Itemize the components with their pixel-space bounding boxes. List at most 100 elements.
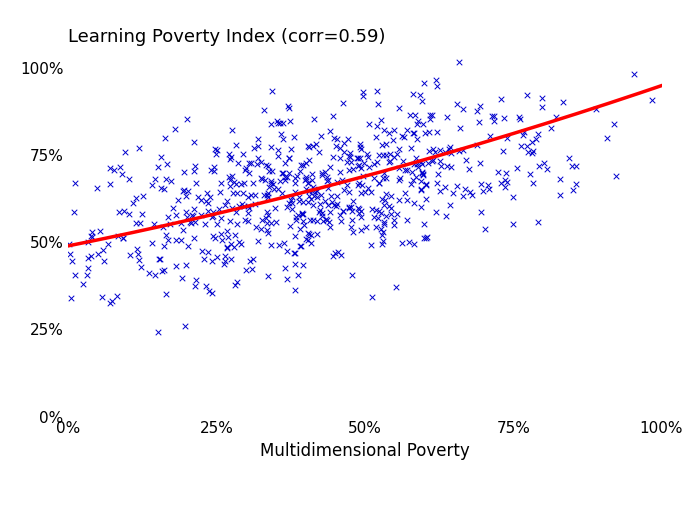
Point xyxy=(155,153,166,161)
Point xyxy=(229,280,240,289)
Point xyxy=(306,176,317,184)
Point xyxy=(412,120,423,128)
Point xyxy=(188,167,199,175)
Point xyxy=(528,147,539,155)
Point xyxy=(303,229,314,237)
Point xyxy=(411,173,422,181)
Point xyxy=(244,257,255,265)
Point xyxy=(266,241,277,249)
Point xyxy=(224,175,235,183)
Point xyxy=(284,199,295,207)
Point xyxy=(368,213,379,221)
Point xyxy=(430,76,441,84)
Point xyxy=(85,251,96,260)
Point xyxy=(293,193,304,201)
Point xyxy=(367,294,378,302)
Point xyxy=(421,180,432,188)
Point xyxy=(263,211,273,219)
Point xyxy=(408,130,419,138)
Point xyxy=(353,153,364,162)
Point xyxy=(590,105,601,113)
Point xyxy=(242,216,253,225)
Point xyxy=(263,229,273,237)
Point xyxy=(374,207,385,215)
Point xyxy=(83,254,93,262)
Point xyxy=(347,166,358,174)
Point xyxy=(133,144,144,152)
Point xyxy=(372,158,383,167)
Point xyxy=(192,193,203,201)
Point xyxy=(303,142,314,150)
Point xyxy=(180,207,191,215)
Point xyxy=(85,232,96,240)
Point xyxy=(415,203,426,211)
Point xyxy=(381,174,391,182)
Point xyxy=(133,250,144,258)
Point xyxy=(418,219,429,228)
Point xyxy=(176,236,187,244)
Point xyxy=(262,227,273,235)
Point xyxy=(347,216,358,225)
Point xyxy=(257,216,268,224)
Point xyxy=(178,187,189,196)
Point xyxy=(278,135,288,143)
Point xyxy=(207,289,218,297)
Point xyxy=(313,148,324,156)
Point xyxy=(475,208,486,216)
Point xyxy=(224,150,235,158)
Point xyxy=(316,171,327,179)
Point xyxy=(181,192,192,200)
Point xyxy=(401,196,412,204)
Point xyxy=(222,227,233,235)
Point xyxy=(241,164,252,172)
Point xyxy=(496,95,507,103)
Point xyxy=(191,179,202,187)
Point xyxy=(327,251,338,260)
Point xyxy=(361,223,372,231)
Point xyxy=(301,185,312,193)
Point xyxy=(316,169,327,177)
Point xyxy=(280,159,291,167)
Point xyxy=(285,221,296,230)
Point xyxy=(170,236,181,244)
Point xyxy=(531,135,542,143)
Point xyxy=(284,104,295,112)
Point xyxy=(156,184,167,192)
Point xyxy=(404,111,415,119)
Point xyxy=(563,154,574,163)
Point xyxy=(204,288,215,296)
Point xyxy=(303,143,314,151)
Point xyxy=(68,208,79,216)
Point xyxy=(67,257,78,265)
Point xyxy=(518,128,529,136)
Point xyxy=(91,184,102,193)
Point xyxy=(216,179,226,187)
Point xyxy=(460,185,471,193)
Point xyxy=(359,158,370,167)
Point xyxy=(235,180,246,188)
Point xyxy=(280,173,291,181)
Point xyxy=(66,294,77,302)
Point xyxy=(246,265,257,273)
Point xyxy=(355,207,366,215)
Point xyxy=(498,147,509,155)
Point xyxy=(269,204,280,212)
Point xyxy=(394,174,405,182)
Point xyxy=(324,208,335,216)
Point xyxy=(289,133,300,141)
Point xyxy=(420,129,431,137)
Point xyxy=(332,200,343,208)
Point xyxy=(355,153,366,162)
Point xyxy=(379,220,389,228)
Point xyxy=(219,261,230,269)
Point xyxy=(286,145,297,153)
Point xyxy=(391,282,402,291)
Point xyxy=(137,210,148,218)
Point xyxy=(291,212,302,220)
Point xyxy=(303,192,314,200)
Point xyxy=(466,190,477,199)
Point xyxy=(307,142,318,150)
Point xyxy=(477,186,488,195)
Point xyxy=(308,182,318,190)
Point xyxy=(185,218,196,227)
